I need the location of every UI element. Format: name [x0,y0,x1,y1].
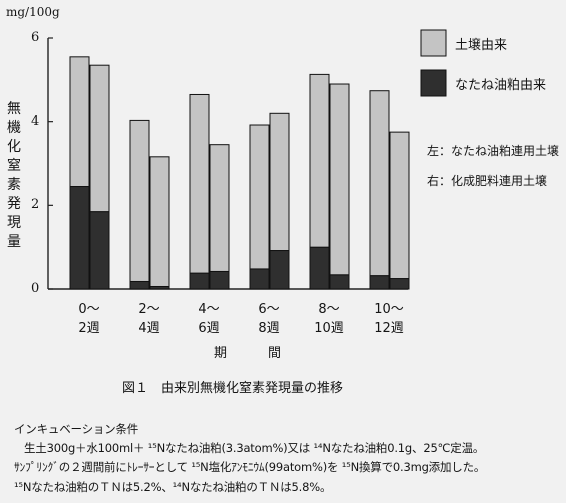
bar-rapeseed-right-5 [389,278,410,290]
x-tick-label: 6〜 8週 [258,302,280,336]
x-tick-label: 10〜 12週 [374,302,404,336]
figure-caption: 図１ 由来別無機化窒素発現量の推移 [122,381,344,396]
bar-rapeseed-right-3 [269,250,290,290]
note-right-bar: 右：化成肥料連用土壌 [427,174,548,188]
bar-soil-right-2 [209,144,230,272]
bar-rapeseed-left-2 [189,272,210,290]
y-axis-unit: mg/100g [6,5,60,19]
bar-soil-left-4 [309,73,330,248]
x-tick-label: 4〜 6週 [198,302,220,336]
bar-soil-left-3 [249,124,270,270]
note-left-bar: 左：なたね油粕連用土壌 [427,144,560,158]
legend-label-rapeseed: なたね油粕由来 [455,78,547,93]
bar-rapeseed-right-4 [329,274,350,290]
y-tick-label: 0 [31,281,40,296]
legend-label-soil: 土壌由来 [455,38,508,53]
bar-soil-right-5 [389,131,410,280]
bars [69,56,410,290]
bar-rapeseed-left-3 [249,268,270,290]
legend-swatches [420,29,447,97]
y-tick-label: 6 [31,30,40,45]
y-tick-label: 4 [31,113,40,129]
bar-soil-left-2 [189,93,210,274]
bar-rapeseed-left-1 [129,280,150,290]
bar-soil-right-0 [89,64,110,213]
conditions-line-1: 生土300g＋水100ml＋ ¹⁵Nなたね油粕(3.3atom%)又は ¹⁴Nな… [24,441,485,455]
bar-rapeseed-left-0 [69,186,90,290]
legend-swatch-soil [420,29,447,57]
conditions-line-3: ¹⁵Nなたね油粕のＴＮは5.2%、¹⁴Nなたね油粕のＴＮは5.8%。 [14,480,332,494]
y-tick-label: 2 [31,197,40,213]
x-tick-label: 0〜 2週 [78,302,100,336]
y-axis-label: 無機化窒素発現量 [7,101,21,250]
bar-soil-right-4 [329,83,350,276]
legend-swatch-rapeseed [420,69,447,97]
conditions-title: インキュベーション条件 [14,422,139,436]
bar-rapeseed-right-2 [209,270,230,290]
x-tick-label: 8〜 10週 [314,302,344,336]
bar-soil-left-1 [129,119,150,282]
bar-soil-left-0 [69,56,90,188]
bar-soil-right-3 [269,112,290,252]
conditions-line-2: ｻﾝﾌﾟﾘﾝｸﾞの２週間前にﾄﾚｰｻｰとして ¹⁵N塩化ｱﾝﾓﾆｳﾑ(99ato… [14,460,486,474]
x-axis-label: 期 間 [214,346,296,361]
bar-rapeseed-left-5 [369,275,390,290]
bar-rapeseed-left-4 [309,246,330,290]
x-tick-label: 2〜 4週 [138,302,160,336]
bar-soil-right-1 [149,156,170,287]
bar-soil-left-5 [369,90,390,277]
bar-rapeseed-right-0 [89,211,110,290]
